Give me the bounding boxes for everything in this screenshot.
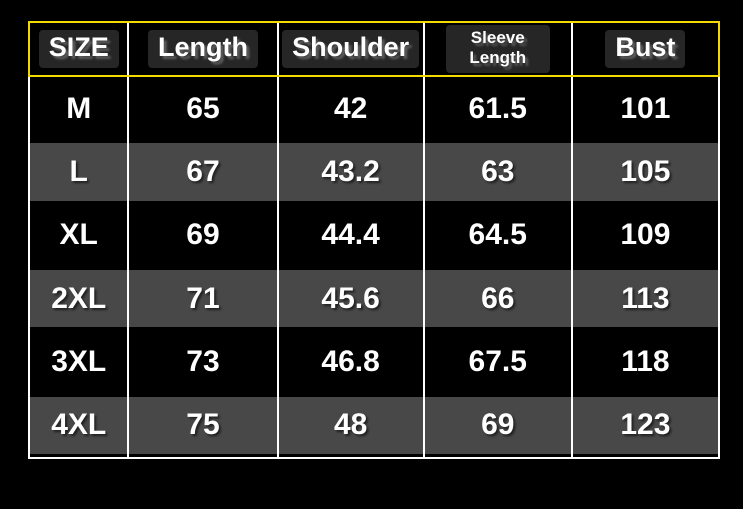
cell-sleeve-length: 64.5 <box>422 203 571 267</box>
cell-length: 67 <box>127 140 277 204</box>
cell-sleeve-length: 69 <box>422 393 571 457</box>
table-row: 2XL 71 45.6 66 113 <box>30 266 718 331</box>
size-chart-table: SIZE Length Shoulder Sleeve Length Bust … <box>28 21 720 459</box>
header-chip: SIZE <box>38 29 119 69</box>
table-row: 4XL 75 48 69 123 <box>30 393 718 457</box>
cell-bust: 113 <box>570 266 718 331</box>
cell-length: 65 <box>127 77 276 141</box>
cell-bust: 118 <box>570 330 718 394</box>
cell-length: 69 <box>127 203 276 267</box>
table-row: M 65 42 61.5 101 <box>30 77 718 141</box>
cell-size: 4XL <box>30 393 128 457</box>
cell-sleeve-length: 61.5 <box>422 77 571 141</box>
header-chip: Length <box>147 29 258 69</box>
cell-bust: 105 <box>570 140 718 204</box>
cell-size: L <box>30 140 128 204</box>
column-header-length: Length <box>127 23 276 75</box>
cell-size: XL <box>59 218 98 252</box>
table-row: L 67 43.2 63 105 <box>30 140 718 204</box>
cell-sleeve-length: 66 <box>422 266 571 331</box>
cell-shoulder: 43.2 <box>276 140 423 204</box>
cell-size: 3XL <box>51 344 107 378</box>
cell-sleeve-length: 67.5 <box>422 330 571 394</box>
column-header-sleeve-length: Sleeve Length <box>422 23 571 75</box>
cell-shoulder: 45.6 <box>276 266 423 331</box>
cell-shoulder: 46.8 <box>276 330 423 394</box>
cell-size: M <box>66 91 92 125</box>
table-body: M 65 42 61.5 101 L 67 43.2 63 105 XL 69 … <box>28 77 720 459</box>
column-header-shoulder: Shoulder <box>276 23 423 75</box>
header-row: SIZE Length Shoulder Sleeve Length Bust <box>28 21 720 77</box>
cell-bust: 123 <box>570 393 718 457</box>
cell-shoulder: 44.4 <box>276 203 423 267</box>
cell-bust: 109 <box>570 203 718 267</box>
cell-length: 73 <box>127 330 276 394</box>
header-chip: Shoulder <box>282 29 420 69</box>
column-header-size: SIZE <box>30 23 127 75</box>
header-chip: Sleeve Length <box>445 25 550 73</box>
cell-length: 75 <box>127 393 277 457</box>
cell-size: 2XL <box>30 266 128 331</box>
cell-sleeve-length: 63 <box>422 140 571 204</box>
header-chip: Bust <box>605 29 686 69</box>
cell-bust: 101 <box>570 77 718 141</box>
cell-shoulder: 48 <box>276 393 423 457</box>
cell-shoulder: 42 <box>276 77 423 141</box>
cell-length: 71 <box>127 266 277 331</box>
table-row: XL 69 44.4 64.5 109 <box>30 203 718 267</box>
column-header-bust: Bust <box>570 23 718 75</box>
table-row: 3XL 73 46.8 67.5 118 <box>30 330 718 394</box>
